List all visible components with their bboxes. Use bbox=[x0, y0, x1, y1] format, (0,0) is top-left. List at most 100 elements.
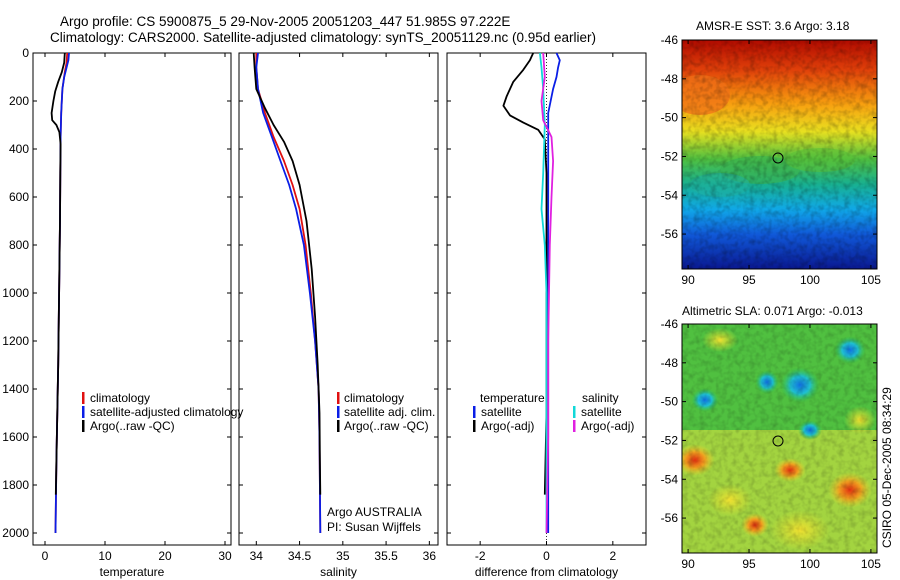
x-tick-label: 0 bbox=[543, 549, 550, 563]
map-x-tick-label: 90 bbox=[681, 557, 695, 571]
sst-map-panel: AMSR-E SST: 3.6 Argo: 3.18 90 95 100 105 -46… bbox=[661, 19, 882, 287]
map-y-tick-label: -54 bbox=[661, 472, 679, 486]
map-y-tick-label: -48 bbox=[661, 72, 679, 86]
figure-title-line2: Climatology: CARS2000. Satellite-adjuste… bbox=[50, 30, 596, 45]
legend-title-salinity: salinity bbox=[582, 391, 619, 405]
sla-map-panel: Altimetric SLA: 0.071 Argo: -0.013 90 95 1… bbox=[661, 304, 882, 571]
y-tick-label: 1600 bbox=[2, 430, 29, 444]
y-tick-label: 200 bbox=[9, 94, 29, 108]
sla-heatmap-image bbox=[682, 324, 877, 553]
map-x-tick-label: 105 bbox=[861, 273, 881, 287]
temperature-legend: climatology satellite-adjusted climatolo… bbox=[82, 391, 243, 433]
series-line-argo-raw-qc- bbox=[50, 52, 66, 495]
annotation-argo-australia: Argo AUSTRALIA bbox=[327, 505, 422, 519]
sst-map-title: AMSR-E SST: 3.6 Argo: 3.18 bbox=[696, 19, 850, 33]
x-tick-label: -2 bbox=[475, 549, 486, 563]
series-line-salinity-argo-adj- bbox=[540, 52, 554, 534]
map-y-tick-label: -56 bbox=[661, 511, 679, 525]
x-tick-label: 34 bbox=[250, 549, 264, 563]
map-x-tick-label: 100 bbox=[800, 273, 820, 287]
series-line-satellite-adj-clim- bbox=[255, 52, 322, 534]
map-y-tick-label: -52 bbox=[661, 149, 679, 163]
map-x-tick-label: 100 bbox=[800, 557, 820, 571]
sst-map-frame bbox=[681, 39, 878, 270]
x-tick-label: 34.5 bbox=[288, 549, 312, 563]
legend-swatch-argo bbox=[82, 420, 85, 432]
legend-label-climatology: climatology bbox=[90, 391, 150, 405]
legend-label-sal-satellite: satellite bbox=[581, 405, 622, 419]
temperature-profile-xlabel: temperature bbox=[100, 565, 165, 579]
salinity-profile-panel: 34 34.5 35 35.5 36 salinity bbox=[238, 52, 439, 579]
annotation-pi: PI: Susan Wijffels bbox=[327, 520, 421, 534]
series-line-temperature-satellite bbox=[547, 52, 561, 533]
sla-map-axes: 90 95 100 105 -46 -48 -50 -52 -54 -56 bbox=[661, 317, 882, 571]
map-x-tick-label: 90 bbox=[681, 273, 695, 287]
y-tick-label: 1200 bbox=[2, 334, 29, 348]
legend-swatch-sal-satellite bbox=[573, 406, 576, 418]
legend-swatch-climatology bbox=[82, 392, 85, 404]
series-line-argo-raw-qc- bbox=[252, 52, 322, 495]
map-y-tick-label: -48 bbox=[661, 356, 679, 370]
map-y-tick-label: -52 bbox=[661, 433, 679, 447]
y-tick-label: 0 bbox=[22, 46, 29, 60]
map-y-tick-label: -46 bbox=[661, 317, 679, 331]
legend-swatch-sal-argo bbox=[573, 420, 576, 432]
map-y-tick-label: -46 bbox=[661, 33, 679, 47]
legend-swatch-climatology bbox=[337, 392, 340, 404]
legend-label-argo: Argo(..raw -QC) bbox=[344, 419, 429, 433]
map-y-tick-label: -56 bbox=[661, 227, 679, 241]
x-tick-label: 20 bbox=[158, 549, 172, 563]
x-tick-label: 10 bbox=[98, 549, 112, 563]
difference-profile-xlabel: difference from climatology bbox=[475, 565, 618, 579]
y-tick-label: 2000 bbox=[2, 526, 29, 540]
legend-label-satellite-adjusted: satellite-adjusted climatology bbox=[90, 405, 243, 419]
map-y-tick-label: -50 bbox=[661, 111, 679, 125]
salinity-profile-frame bbox=[238, 52, 439, 546]
salinity-profile-xlabel: salinity bbox=[320, 565, 357, 579]
difference-profile-panel: -2 0 2 difference from climatology bbox=[446, 52, 647, 579]
sst-argo-marker bbox=[772, 152, 784, 164]
sst-heatmap-image bbox=[682, 40, 877, 269]
y-tick-label: 1400 bbox=[2, 382, 29, 396]
x-tick-label: 2 bbox=[609, 549, 616, 563]
legend-label-temp-argo: Argo(-adj) bbox=[481, 419, 534, 433]
map-y-tick-label: -50 bbox=[661, 395, 679, 409]
legend-title-temperature: temperature bbox=[480, 391, 545, 405]
series-line-satellite-adjusted-climatology bbox=[54, 52, 70, 534]
y-tick-label: 400 bbox=[9, 142, 29, 156]
temperature-profile-frame bbox=[32, 52, 232, 546]
map-x-tick-label: 95 bbox=[742, 273, 756, 287]
legend-swatch-temp-argo bbox=[473, 420, 476, 432]
x-tick-label: 36 bbox=[423, 549, 437, 563]
x-tick-label: 0 bbox=[42, 549, 49, 563]
sst-map-axes: 90 95 100 105 -46 -48 -50 -52 -54 -56 bbox=[661, 33, 882, 287]
difference-legend: temperature satellite Argo(-adj) salinit… bbox=[473, 391, 634, 433]
temperature-profile-panel: 0 200 400 600 800 1000 1200 1400 1600 1800 2000 0 10… bbox=[2, 46, 232, 579]
series-line-salinity-satellite bbox=[539, 52, 548, 533]
sla-map-title: Altimetric SLA: 0.071 Argo: -0.013 bbox=[682, 304, 863, 318]
legend-label-argo: Argo(..raw -QC) bbox=[90, 419, 175, 433]
sla-argo-marker bbox=[772, 435, 784, 447]
map-x-tick-label: 105 bbox=[861, 557, 881, 571]
legend-swatch-argo bbox=[337, 420, 340, 432]
x-tick-label: 35 bbox=[336, 549, 350, 563]
x-tick-label: 30 bbox=[218, 549, 232, 563]
x-tick-label: 35.5 bbox=[374, 549, 398, 563]
sla-map-frame bbox=[681, 323, 878, 554]
map-y-tick-label: -54 bbox=[661, 188, 679, 202]
legend-swatch-temp-satellite bbox=[473, 406, 476, 418]
salinity-legend: climatology satellite adj. clim. Argo(..… bbox=[327, 391, 435, 534]
y-tick-label: 800 bbox=[9, 238, 29, 252]
y-tick-label: 1000 bbox=[2, 286, 29, 300]
legend-label-sal-argo: Argo(-adj) bbox=[581, 419, 634, 433]
legend-label-temp-satellite: satellite bbox=[481, 405, 522, 419]
legend-label-climatology: climatology bbox=[344, 391, 404, 405]
csiro-timestamp: CSIRO 05-Dec-2005 08:34:29 bbox=[880, 387, 894, 548]
legend-label-satellite-adj: satellite adj. clim. bbox=[344, 405, 435, 419]
legend-swatch-satellite-adj bbox=[337, 406, 340, 418]
y-tick-label: 1800 bbox=[2, 478, 29, 492]
map-x-tick-label: 95 bbox=[742, 557, 756, 571]
y-tick-label: 600 bbox=[9, 190, 29, 204]
